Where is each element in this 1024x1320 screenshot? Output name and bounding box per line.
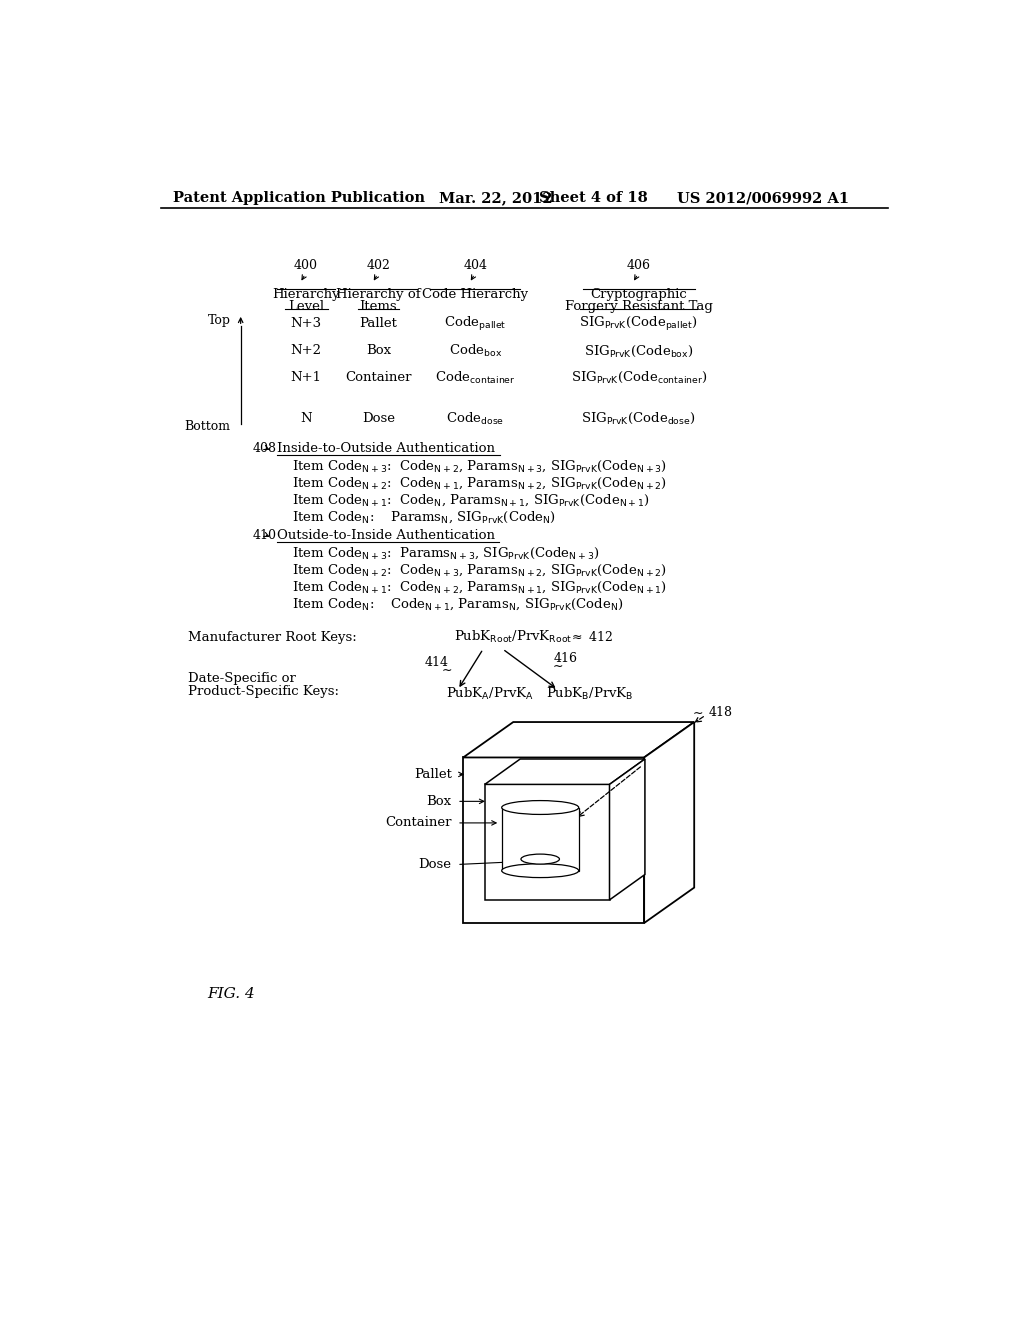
Text: Container: Container bbox=[345, 371, 412, 384]
Polygon shape bbox=[609, 759, 645, 900]
Text: 400: 400 bbox=[294, 259, 318, 272]
Text: N+2: N+2 bbox=[291, 345, 322, 358]
Text: Items: Items bbox=[359, 300, 397, 313]
Text: $\sim$: $\sim$ bbox=[690, 706, 703, 719]
Polygon shape bbox=[502, 808, 579, 871]
Polygon shape bbox=[644, 722, 694, 923]
Text: Item Code$_{\sf N+2}$:  Code$_{\sf N+3}$, Params$_{\sf N+2}$, SIG$_{\sf PrvK}$(C: Item Code$_{\sf N+2}$: Code$_{\sf N+3}$,… bbox=[292, 562, 668, 578]
Text: SIG$_{\sf PrvK}$(Code$_{\sf box}$): SIG$_{\sf PrvK}$(Code$_{\sf box}$) bbox=[584, 343, 693, 359]
Text: SIG$_{\sf PrvK}$(Code$_{\sf pallet}$): SIG$_{\sf PrvK}$(Code$_{\sf pallet}$) bbox=[580, 315, 698, 333]
Text: SIG$_{\sf PrvK}$(Code$_{\sf container}$): SIG$_{\sf PrvK}$(Code$_{\sf container}$) bbox=[570, 370, 707, 385]
Text: Inside-to-Outside Authentication: Inside-to-Outside Authentication bbox=[276, 442, 495, 455]
Text: 406: 406 bbox=[627, 259, 651, 272]
Text: 418: 418 bbox=[709, 706, 733, 719]
Text: PubK$_{\sf A}$/PrvK$_{\sf A}$: PubK$_{\sf A}$/PrvK$_{\sf A}$ bbox=[446, 685, 535, 702]
Text: 410: 410 bbox=[252, 529, 276, 543]
Text: FIG. 4: FIG. 4 bbox=[208, 987, 255, 1001]
Text: SIG$_{\sf PrvK}$(Code$_{\sf dose}$): SIG$_{\sf PrvK}$(Code$_{\sf dose}$) bbox=[582, 411, 696, 426]
Text: 416: 416 bbox=[554, 652, 578, 665]
Text: Code$_{\sf dose}$: Code$_{\sf dose}$ bbox=[446, 411, 505, 426]
Text: Item Code$_{\sf N}$:    Params$_{\sf N}$, SIG$_{\sf PrvK}$(Code$_{\sf N}$): Item Code$_{\sf N}$: Params$_{\sf N}$, S… bbox=[292, 510, 556, 525]
Text: Item Code$_{\sf N+1}$:  Code$_{\sf N+2}$, Params$_{\sf N+1}$, SIG$_{\sf PrvK}$(C: Item Code$_{\sf N+1}$: Code$_{\sf N+2}$,… bbox=[292, 579, 668, 595]
Text: Item Code$_{\sf N+3}$:  Params$_{\sf N+3}$, SIG$_{\sf PrvK}$(Code$_{\sf N+3}$): Item Code$_{\sf N+3}$: Params$_{\sf N+3}… bbox=[292, 545, 600, 561]
Text: 414: 414 bbox=[425, 656, 449, 669]
Text: Bottom: Bottom bbox=[184, 420, 230, 433]
Text: PubK$_{\sf B}$/PrvK$_{\sf B}$: PubK$_{\sf B}$/PrvK$_{\sf B}$ bbox=[547, 685, 634, 702]
Text: Cryptographic: Cryptographic bbox=[591, 288, 687, 301]
Polygon shape bbox=[484, 759, 645, 784]
Polygon shape bbox=[463, 722, 694, 758]
Text: Mar. 22, 2012: Mar. 22, 2012 bbox=[438, 191, 552, 206]
Text: Level: Level bbox=[288, 300, 325, 313]
Text: Product-Specific Keys:: Product-Specific Keys: bbox=[188, 685, 339, 698]
Text: N+3: N+3 bbox=[291, 317, 322, 330]
Text: US 2012/0069992 A1: US 2012/0069992 A1 bbox=[677, 191, 849, 206]
Text: Patent Application Publication: Patent Application Publication bbox=[173, 191, 425, 206]
Text: N: N bbox=[300, 412, 312, 425]
Text: Item Code$_{\sf N}$:    Code$_{\sf N+1}$, Params$_{\sf N}$, SIG$_{\sf PrvK}$(Cod: Item Code$_{\sf N}$: Code$_{\sf N+1}$, P… bbox=[292, 597, 624, 612]
Text: Code$_{\sf box}$: Code$_{\sf box}$ bbox=[449, 343, 502, 359]
Text: Item Code$_{\sf N+3}$:  Code$_{\sf N+2}$, Params$_{\sf N+3}$, SIG$_{\sf PrvK}$(C: Item Code$_{\sf N+3}$: Code$_{\sf N+2}$,… bbox=[292, 458, 668, 474]
Text: Hierarchy of: Hierarchy of bbox=[336, 288, 421, 301]
Text: Box: Box bbox=[427, 795, 452, 808]
Text: N+1: N+1 bbox=[291, 371, 322, 384]
Text: $\sim$: $\sim$ bbox=[439, 663, 453, 676]
Text: Sheet 4 of 18: Sheet 4 of 18 bbox=[539, 191, 647, 206]
Text: Dose: Dose bbox=[362, 412, 395, 425]
Text: Item Code$_{\sf N+1}$:  Code$_{\sf N}$, Params$_{\sf N+1}$, SIG$_{\sf PrvK}$(Cod: Item Code$_{\sf N+1}$: Code$_{\sf N}$, P… bbox=[292, 492, 650, 508]
Text: $\approx$ 412: $\approx$ 412 bbox=[569, 631, 613, 644]
Text: Pallet: Pallet bbox=[414, 768, 452, 781]
Text: PubK$_{\sf Root}$/PrvK$_{\sf Root}$: PubK$_{\sf Root}$/PrvK$_{\sf Root}$ bbox=[454, 630, 572, 645]
Polygon shape bbox=[463, 758, 644, 923]
Text: Code$_{\sf pallet}$: Code$_{\sf pallet}$ bbox=[444, 315, 507, 333]
Text: Code$_{\sf container}$: Code$_{\sf container}$ bbox=[435, 370, 516, 385]
Polygon shape bbox=[484, 784, 609, 900]
Text: Pallet: Pallet bbox=[359, 317, 397, 330]
Text: Dose: Dose bbox=[419, 858, 452, 871]
Text: 408: 408 bbox=[252, 442, 276, 455]
Ellipse shape bbox=[502, 800, 579, 814]
Text: Outside-to-Inside Authentication: Outside-to-Inside Authentication bbox=[276, 529, 495, 543]
Text: 402: 402 bbox=[367, 259, 390, 272]
Text: Forgery Resistant Tag: Forgery Resistant Tag bbox=[565, 300, 713, 313]
Text: Manufacturer Root Keys:: Manufacturer Root Keys: bbox=[188, 631, 357, 644]
Text: Item Code$_{\sf N+2}$:  Code$_{\sf N+1}$, Params$_{\sf N+2}$, SIG$_{\sf PrvK}$(C: Item Code$_{\sf N+2}$: Code$_{\sf N+1}$,… bbox=[292, 475, 668, 491]
Text: Container: Container bbox=[385, 816, 452, 829]
Text: Date-Specific or: Date-Specific or bbox=[188, 672, 296, 685]
Text: Box: Box bbox=[366, 345, 391, 358]
Ellipse shape bbox=[521, 854, 559, 865]
Ellipse shape bbox=[502, 863, 579, 878]
Text: $\sim$: $\sim$ bbox=[550, 659, 563, 672]
Text: Hierarchy: Hierarchy bbox=[272, 288, 340, 301]
Text: Code Hierarchy: Code Hierarchy bbox=[423, 288, 528, 301]
Text: 404: 404 bbox=[464, 259, 487, 272]
Text: Top: Top bbox=[208, 314, 230, 326]
